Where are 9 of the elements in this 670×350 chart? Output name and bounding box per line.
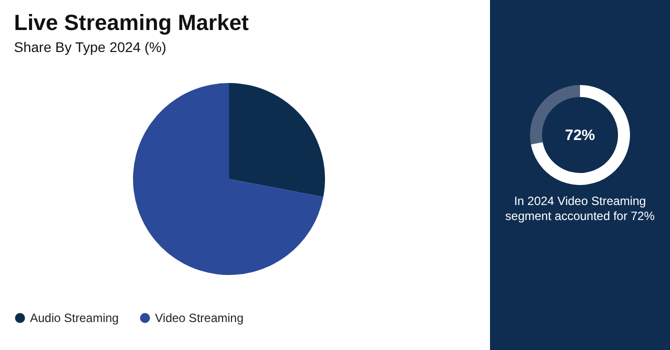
- legend-label: Video Streaming: [155, 311, 244, 325]
- pie-slice: [133, 83, 324, 275]
- donut-slice: [530, 85, 630, 185]
- pie-slice: [229, 83, 325, 197]
- text: In 2024 Video Streaming segment accounted for 72%: [505, 194, 655, 224]
- data-label: 72%: [564, 127, 596, 144]
- legend-label: Audio Streaming: [30, 311, 119, 325]
- chart-title: Live Streaming Market: [14, 10, 250, 35]
- chart-subtitle: Share By Type 2024 (%): [14, 39, 166, 55]
